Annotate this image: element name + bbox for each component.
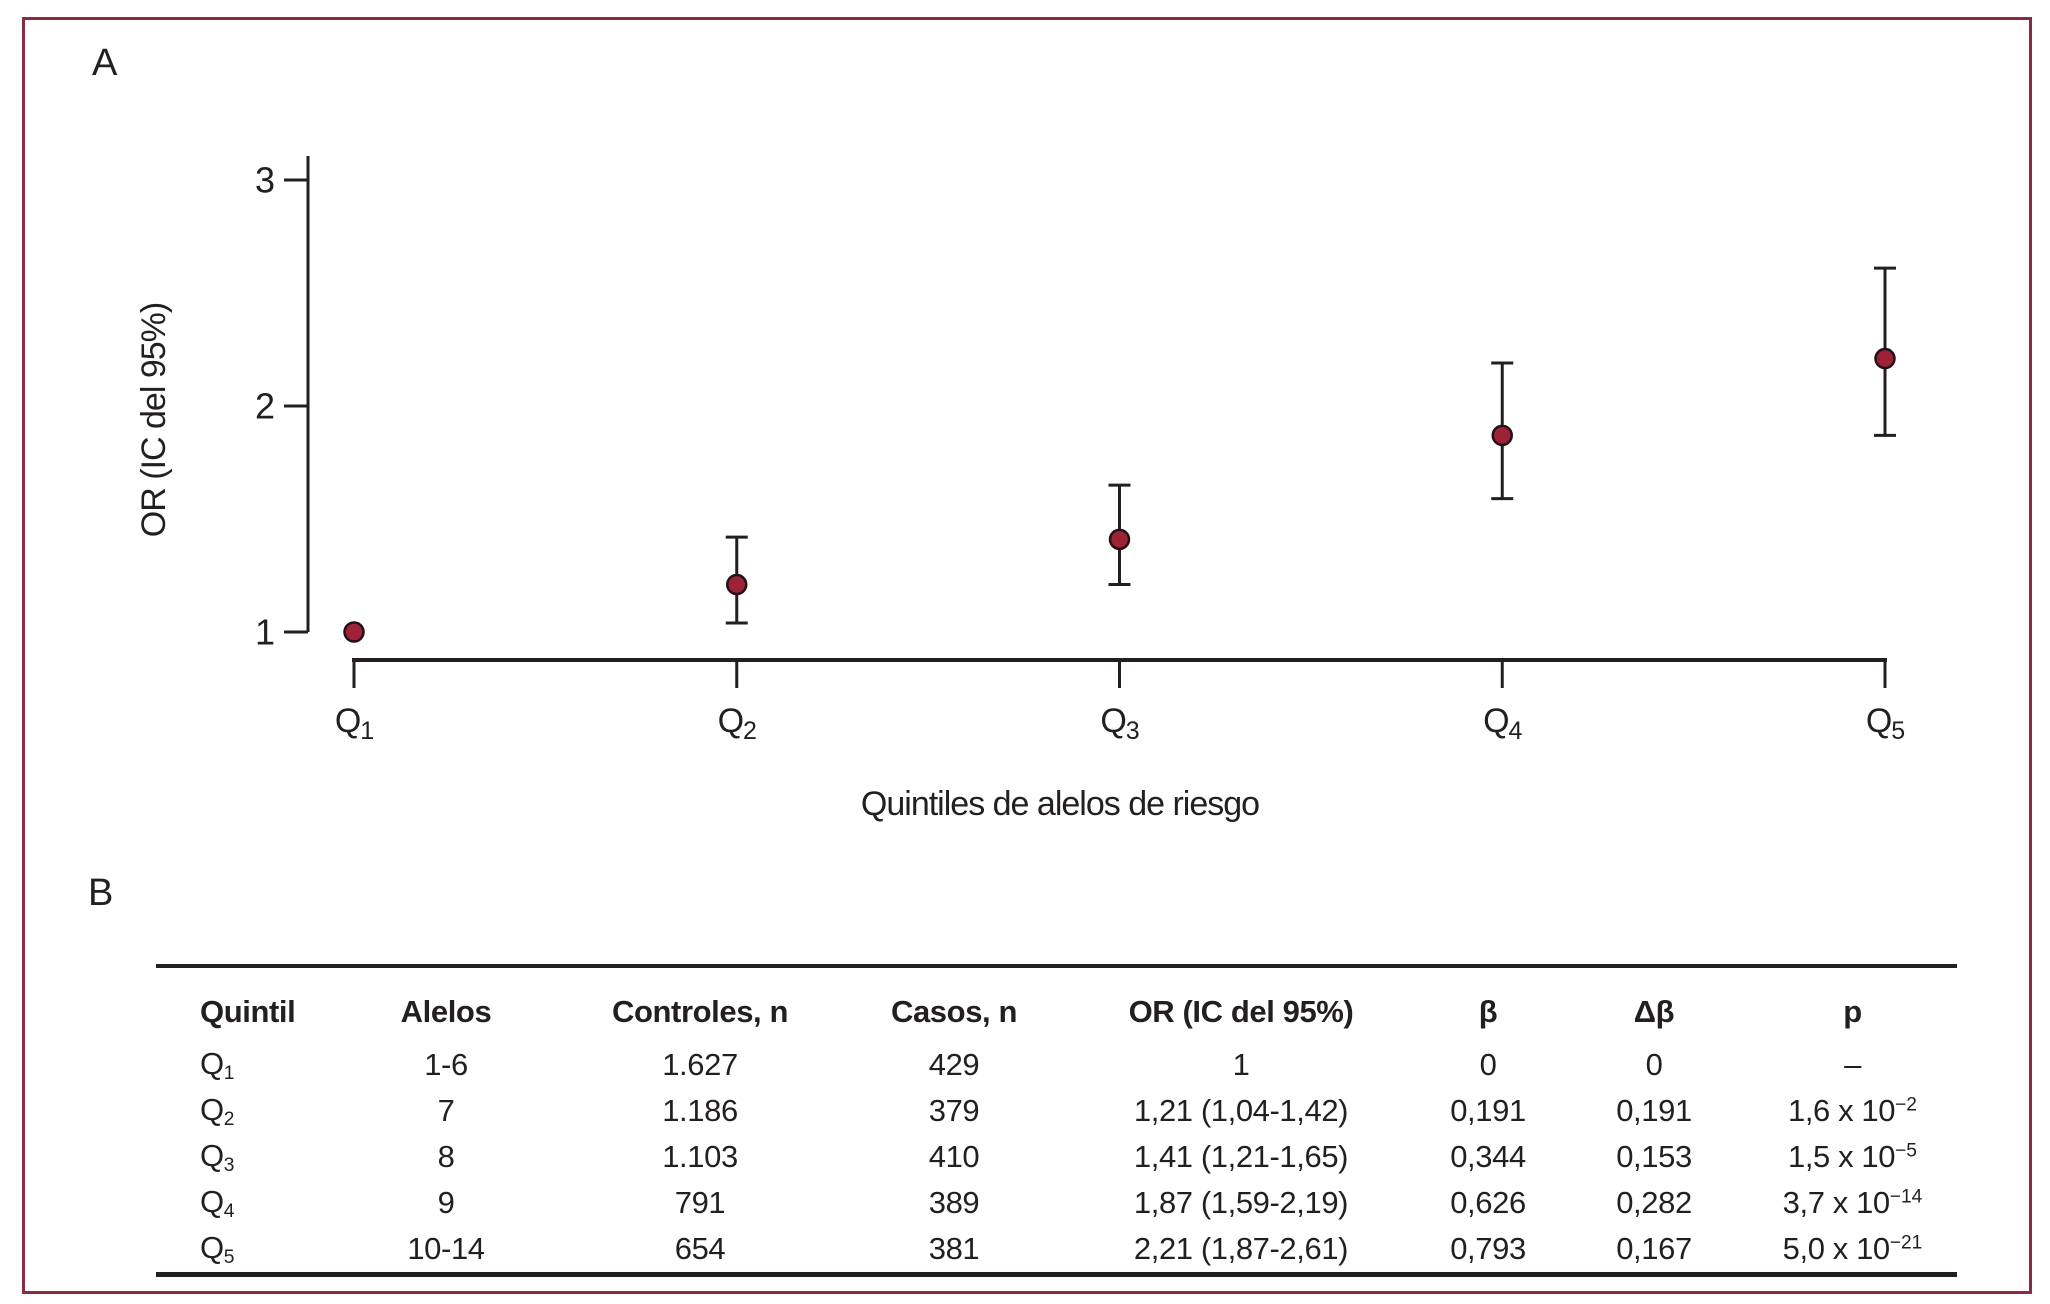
table-row-q4: Q4 9 791 389 1,87 (1,59-2,19) 0,626 0,282 3,7 x… [156,1180,1957,1226]
cell-p: – [1844,1047,1861,1082]
table-row-q1: Q1 1-6 1.627 429 1 0 0 – [156,1042,1957,1088]
table-row-q2: Q2 7 1.186 379 1,21 (1,04-1,42) 0,191 0,191 1,6… [156,1088,1957,1134]
col-header-beta: β [1478,994,1498,1029]
cell-delta_beta: 0,153 [1616,1139,1692,1174]
cell-delta_beta: 0,167 [1616,1231,1692,1266]
cell-alelos: 1-6 [424,1047,468,1082]
cell-beta: 0,191 [1450,1093,1526,1128]
cell-casos: 410 [928,1139,980,1174]
y-tick-label: 3 [255,160,274,201]
association-table: Quintil Alelos Controles, n Casos, n OR (IC … [156,964,1957,1277]
cell-p: 5,0 x 10−21 [1782,1231,1923,1266]
cell-alelos: 7 [437,1093,455,1128]
cell-or: 1,21 (1,04-1,42) [1133,1093,1349,1128]
association-table-container: Quintil Alelos Controles, n Casos, n OR (IC … [156,964,1957,1277]
cell-p: 3,7 x 10−14 [1782,1185,1923,1220]
col-header-alelos: Alelos [400,994,492,1029]
data-point-q3 [1108,528,1131,551]
data-point-q1 [343,621,365,643]
table-header-row: Quintil Alelos Controles, n Casos, n OR (IC … [156,966,1957,1042]
cell-or: 1 [1232,1047,1250,1082]
col-header-p: p [1843,994,1862,1029]
cell-p: 1,6 x 10−2 [1787,1093,1917,1128]
cell-controles: 791 [674,1185,726,1220]
cell-casos: 389 [928,1185,980,1220]
col-header-delta_beta: Δβ [1633,994,1675,1029]
cell-quintil: Q2 [200,1091,234,1130]
table-row-q5: Q5 10-14 654 381 2,21 (1,87-2,61) 0,793 0,167 5… [156,1226,1957,1275]
panel-b-label: B [88,872,113,914]
col-header-or: OR (IC del 95%) [1128,994,1354,1029]
y-axis-title: OR (IC del 95%) [135,303,173,537]
x-axis-title: Quintiles de alelos de riesgo [861,785,1259,823]
cell-alelos: 9 [437,1185,455,1220]
cell-delta_beta: 0,191 [1616,1093,1692,1128]
table-row-q3: Q3 8 1.103 410 1,41 (1,21-1,65) 0,344 0,153 1,5… [156,1134,1957,1180]
col-header-casos: Casos, n [890,994,1017,1029]
cell-beta: 0,344 [1450,1139,1526,1174]
cell-controles: 1.186 [662,1093,738,1128]
or-quintile-errorbar-chart: 1 2 3 OR (IC del 95%) Q1 Q2 Q3 Q4 Q5 Quintiles de… [135,156,1905,823]
cell-delta_beta: 0,282 [1616,1185,1692,1220]
data-point-q4 [1491,424,1513,447]
cell-quintil: Q3 [200,1137,234,1176]
cell-or: 2,21 (1,87-2,61) [1133,1231,1349,1266]
data-point-q5 [1874,347,1896,370]
col-header-quintil: Quintil [200,994,296,1029]
x-tick-label: Q2 [718,702,756,745]
cell-quintil: Q5 [200,1229,234,1268]
col-header-controles: Controles, n [611,994,789,1029]
x-tick-label: Q4 [1483,702,1522,745]
cell-controles: 1.627 [662,1047,738,1082]
cell-casos: 379 [928,1093,980,1128]
cell-casos: 381 [928,1231,980,1266]
x-tick-label: Q1 [335,702,373,745]
cell-alelos: 8 [437,1139,455,1174]
cell-beta: 0,793 [1450,1231,1526,1266]
figure-border [22,17,2032,1294]
cell-casos: 429 [928,1047,980,1082]
y-tick-label: 1 [255,612,274,653]
x-tick-label: Q5 [1866,702,1904,745]
cell-controles: 654 [674,1231,726,1266]
cell-beta: 0 [1479,1047,1497,1082]
cell-beta: 0,626 [1450,1185,1526,1220]
cell-or: 1,41 (1,21-1,65) [1133,1139,1349,1174]
x-tick-label: Q3 [1100,702,1138,745]
panel-a-label: A [92,42,117,84]
data-point-q2 [726,573,748,596]
cell-p: 1,5 x 10−5 [1787,1139,1917,1174]
cell-or: 1,87 (1,59-2,19) [1133,1185,1349,1220]
cell-controles: 1.103 [662,1139,738,1174]
y-tick-label: 2 [255,386,274,427]
cell-quintil: Q1 [200,1045,234,1084]
cell-alelos: 10-14 [407,1231,485,1266]
cell-quintil: Q4 [200,1183,234,1222]
cell-delta_beta: 0 [1645,1047,1663,1082]
